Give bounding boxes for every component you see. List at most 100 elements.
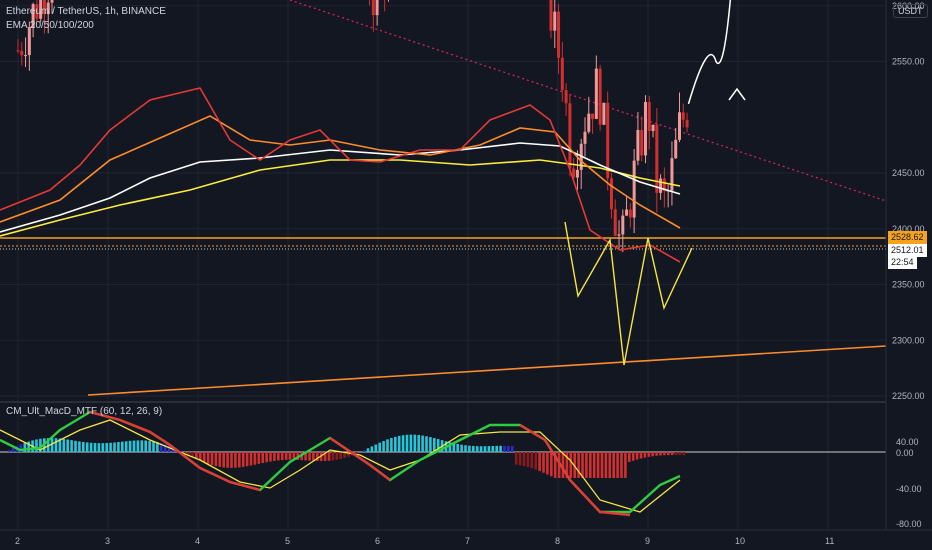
- candle-body: [564, 90, 568, 104]
- price-tick-label: 2600.00: [892, 1, 925, 11]
- macd-hist-bar: [280, 452, 284, 461]
- candle-body: [655, 124, 659, 193]
- macd-hist-bar: [269, 452, 272, 462]
- macd-hist-bar: [11, 448, 15, 452]
- projection-arrowhead: [728, 87, 746, 101]
- macd-hist-bar: [7, 450, 11, 452]
- macd-legend[interactable]: CM_Ult_MacD_MTF (60, 12, 26, 9): [6, 406, 163, 417]
- macd-hist-bar: [503, 445, 506, 452]
- macd-fast-line-bear: [89, 410, 261, 492]
- macd-hist-bar: [206, 452, 210, 464]
- candle-body: [16, 50, 20, 52]
- candle-body: [598, 68, 602, 125]
- time-label-4: 4: [195, 536, 200, 546]
- macd-hist-bar: [550, 452, 553, 477]
- candle-body: [557, 11, 561, 58]
- macd-hist-bar: [366, 448, 370, 452]
- currency-button[interactable]: USDT: [893, 4, 928, 18]
- macd-hist-bar: [101, 443, 105, 452]
- macd-hist-bar: [308, 452, 311, 461]
- macd-hist-bar: [124, 441, 128, 452]
- inverse-head-shoulders-pattern[interactable]: [564, 221, 693, 366]
- macd-hist-bar: [74, 440, 77, 452]
- time-axis-labels: 2 3 4 5 6 7 8 9 10 11: [15, 536, 834, 546]
- macd-hist-bar: [199, 452, 202, 461]
- candle-body: [628, 209, 632, 218]
- candle-body: [662, 178, 666, 192]
- macd-hist-bar: [518, 452, 522, 466]
- macd-hist-bar: [417, 434, 420, 452]
- ascending-support-line[interactable]: [87, 345, 887, 396]
- projection-arrow-path[interactable]: [687, 0, 743, 105]
- macd-hist-bar: [616, 452, 619, 478]
- macd-hist-bar: [448, 442, 452, 452]
- macd-hist-bar: [35, 439, 38, 452]
- candle-body: [35, 4, 39, 19]
- macd-hist-bar: [144, 440, 147, 452]
- time-label-8: 8: [555, 536, 560, 546]
- candle-body: [50, 0, 54, 3]
- candle-body: [625, 209, 629, 216]
- macd-hist-bar: [105, 442, 108, 452]
- macd-hist-bar: [202, 452, 206, 463]
- candle-body: [670, 158, 674, 191]
- macd-hist-bar: [265, 452, 268, 463]
- macd-hist-bar: [409, 434, 413, 452]
- macd-hist-bar: [109, 442, 112, 452]
- macd-hist-bar: [667, 452, 670, 456]
- macd-hist-bar: [585, 452, 588, 478]
- macd-hist-bar: [475, 446, 479, 452]
- candle-body: [572, 168, 576, 178]
- macd-hist-bar: [148, 440, 151, 452]
- ema-100-line: [0, 142, 681, 233]
- macd-hist-bar: [195, 452, 198, 459]
- macd-hist-bar: [370, 446, 374, 452]
- macd-hist-bar: [612, 452, 615, 478]
- ema-legend[interactable]: EMA 20/50/100/200: [6, 20, 94, 31]
- candle-body: [636, 129, 640, 161]
- candle-body: [549, 0, 553, 31]
- macd-hist-bar: [261, 452, 264, 464]
- ema-20-line: [0, 87, 681, 263]
- macd-hist-bar: [472, 445, 475, 452]
- macd-hist-bar: [288, 452, 292, 460]
- candle-body: [594, 68, 598, 119]
- macd-hist-bar: [631, 452, 635, 461]
- macd-hist-bar: [600, 452, 604, 478]
- candle-body: [31, 4, 35, 28]
- symbol-title[interactable]: Ethereum / TetherUS, 1h, BINANCE: [6, 6, 166, 17]
- macd-histogram: [7, 434, 686, 478]
- time-label-7: 7: [465, 536, 470, 546]
- macd-hist-bar: [284, 452, 288, 460]
- candle-body: [609, 178, 613, 210]
- macd-hist-bar: [538, 452, 541, 472]
- macd-hist-bar: [82, 441, 85, 452]
- macd-hist-bar: [421, 435, 424, 452]
- candle-body: [678, 112, 681, 140]
- price-tick-label: 2350.00: [892, 280, 925, 290]
- macd-hist-bar: [156, 442, 159, 452]
- candle-body: [651, 124, 655, 131]
- macd-hist-bar: [468, 445, 471, 452]
- macd-hist-bar: [577, 452, 580, 478]
- macd-hist-bar: [117, 442, 120, 452]
- candle-body: [659, 178, 663, 193]
- macd-hist-bar: [362, 450, 366, 452]
- macd-hist-bar: [292, 452, 296, 460]
- macd-hist-bar: [511, 446, 514, 452]
- price-axis-background[interactable]: [886, 0, 932, 550]
- macd-hist-bar: [659, 452, 662, 456]
- last-price-tag: 2512.01: [888, 244, 927, 257]
- macd-hist-bar: [592, 452, 596, 478]
- macd-hist-bar: [405, 434, 409, 452]
- macd-hist-bar: [140, 440, 144, 452]
- macd-hist-bar: [273, 452, 276, 461]
- macd-hist-bar: [152, 441, 155, 452]
- macd-tick-label: -80.00: [896, 519, 922, 529]
- macd-hist-bar: [682, 452, 686, 456]
- macd-hist-bar: [487, 446, 491, 452]
- macd-hist-bar: [620, 452, 623, 478]
- macd-hist-bar: [526, 452, 530, 468]
- price-axis-ticks: 2950.002900.002850.002800.002750.002700.…: [892, 1, 925, 401]
